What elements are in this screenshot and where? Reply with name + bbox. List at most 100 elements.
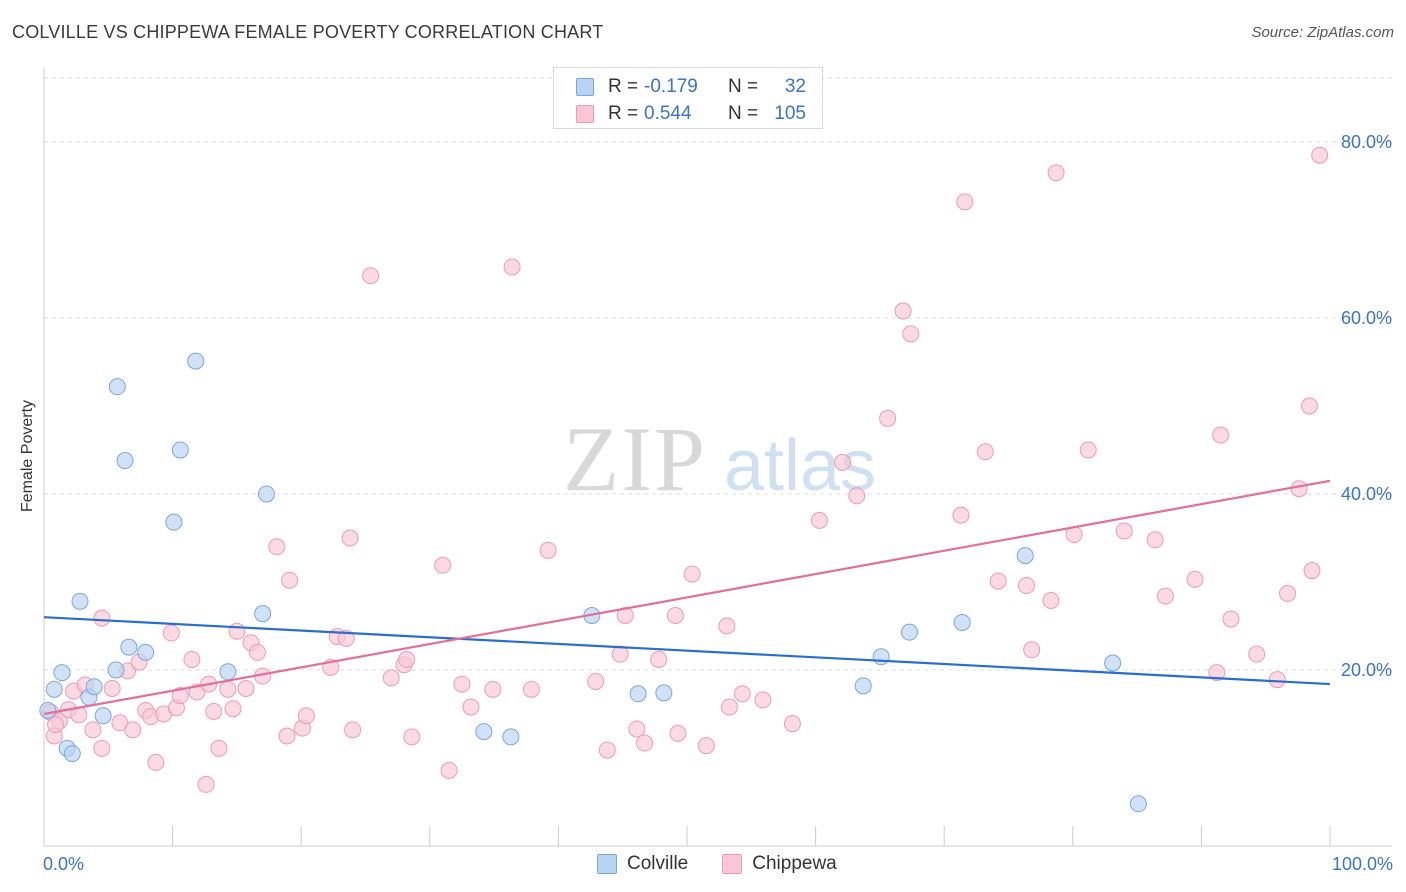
chippewa-point [598, 741, 616, 759]
colville-point [1016, 547, 1034, 565]
chippewa-point [440, 761, 458, 779]
chippewa-point [894, 302, 912, 320]
trend-lines [43, 479, 1331, 716]
chippewa-point [1248, 645, 1266, 663]
colville-trend-line [43, 616, 1331, 686]
colville-point [872, 648, 890, 666]
r-value: -0.179 [644, 76, 698, 97]
colville-point [900, 623, 918, 641]
chippewa-point [462, 698, 480, 716]
chippewa-point [183, 650, 201, 668]
colville-point [254, 605, 272, 623]
chippewa-point [103, 679, 121, 697]
chippewa-point [268, 538, 286, 556]
chippewa-point [636, 734, 654, 752]
chippewa-point [1300, 397, 1318, 415]
chippewa-point [382, 669, 400, 687]
chippewa-point [669, 724, 687, 742]
chippewa-point [147, 753, 165, 771]
chippewa-point [237, 679, 255, 697]
chippewa-point [484, 680, 502, 698]
axes [43, 68, 1392, 847]
colville-swatch [597, 854, 617, 874]
chippewa-point [362, 267, 380, 285]
chippewa-point [297, 707, 315, 725]
x-tick-label: 0.0% [43, 854, 84, 874]
chippewa-point [611, 645, 629, 663]
chart-title: COLVILLE VS CHIPPEWA FEMALE POVERTY CORR… [12, 22, 604, 42]
chippewa-point [171, 687, 189, 705]
chippewa-point [902, 325, 920, 343]
r-value: 0.544 [644, 103, 692, 124]
colville-point [257, 485, 275, 503]
chippewa-point [834, 453, 852, 471]
chippewa-point [1311, 146, 1329, 164]
colville-point [63, 745, 81, 763]
chippewa-point [1146, 531, 1164, 549]
colville-point [629, 685, 647, 703]
chippewa-point [1222, 610, 1240, 628]
chippewa-point [281, 571, 299, 589]
chippewa-point [976, 443, 994, 461]
x-tick-label: 100.0% [1332, 854, 1393, 874]
series-colville-points [39, 352, 1147, 813]
chippewa-point [341, 529, 359, 547]
chippewa-point [733, 685, 751, 703]
chippewa-point [403, 728, 421, 746]
chippewa-point [503, 258, 521, 276]
colville-point [107, 661, 125, 679]
legend-label-chippewa: Chippewa [752, 853, 837, 874]
chippewa-point [1290, 480, 1308, 498]
colville-point [475, 723, 493, 741]
colville-point [53, 664, 71, 682]
chippewa-point [650, 650, 668, 668]
y-tick-label: 80.0% [1341, 132, 1392, 152]
chippewa-point [162, 624, 180, 642]
colville-point [165, 513, 183, 531]
chippewa-point [683, 565, 701, 583]
colville-point [187, 352, 205, 370]
chippewa-point [848, 487, 866, 505]
chippewa-point [879, 409, 897, 427]
chippewa-point [720, 698, 738, 716]
chippewa-swatch [576, 105, 594, 123]
chippewa-point [666, 606, 684, 624]
colville-point [85, 678, 103, 696]
chippewa-point [224, 700, 242, 718]
colville-point [94, 707, 112, 725]
chippewa-point [1018, 577, 1036, 595]
chippewa-point [197, 775, 215, 793]
chippewa-point [210, 739, 228, 757]
chippewa-point [337, 629, 355, 647]
chippewa-point [1079, 441, 1097, 459]
chippewa-point [228, 622, 246, 640]
chippewa-point [398, 650, 416, 668]
chippewa-point [539, 541, 557, 559]
y-tick-label: 20.0% [1341, 660, 1392, 680]
colville-point [219, 663, 237, 681]
chippewa-point [810, 511, 828, 529]
colville-swatch [576, 78, 594, 96]
chippewa-point [434, 556, 452, 574]
legend-item-chippewa[interactable]: Chippewa [722, 853, 837, 875]
chippewa-point [718, 617, 736, 635]
colville-point [39, 701, 57, 719]
colville-point [502, 728, 520, 746]
chippewa-point [47, 716, 65, 734]
chippewa-point [616, 606, 634, 624]
colville-point [45, 680, 63, 698]
chippewa-point [93, 609, 111, 627]
chippewa-point [205, 702, 223, 720]
y-tick-label: 60.0% [1341, 308, 1392, 328]
chippewa-point [1047, 164, 1065, 182]
chippewa-point [84, 721, 102, 739]
legend-item-colville[interactable]: Colville [597, 853, 688, 875]
chippewa-point [124, 721, 142, 739]
chippewa-point [754, 691, 772, 709]
source-label: Source: ZipAtlas.com [1251, 24, 1394, 41]
chippewa-point [628, 720, 646, 738]
chippewa-point [344, 721, 362, 739]
chippewa-point [1156, 587, 1174, 605]
colville-point [71, 592, 89, 610]
